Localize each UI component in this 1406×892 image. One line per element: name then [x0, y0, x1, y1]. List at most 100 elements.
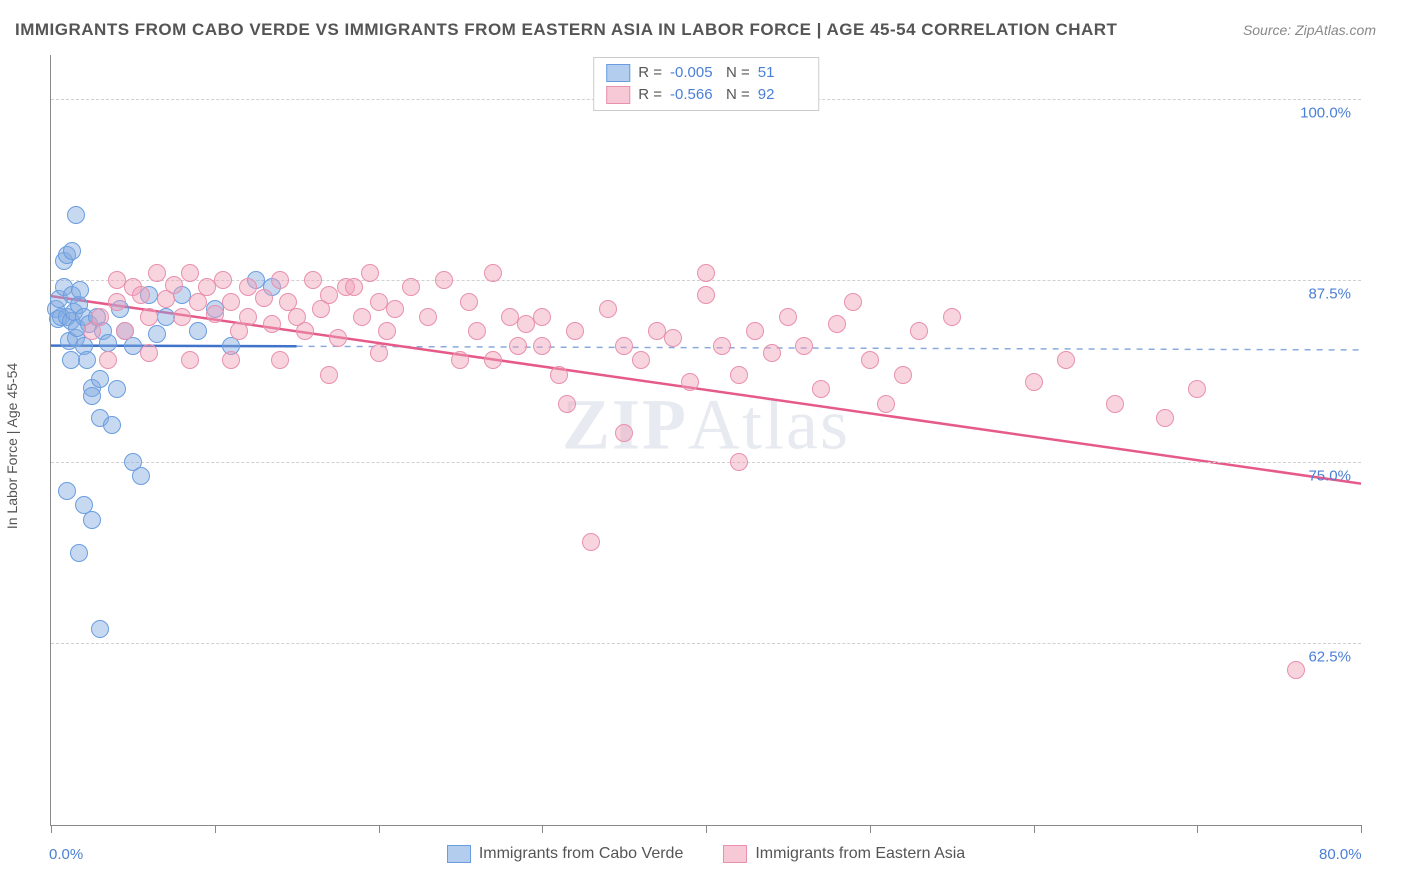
legend-n-label: N =	[726, 84, 750, 106]
scatter-point	[62, 351, 80, 369]
scatter-point	[255, 289, 273, 307]
legend-swatch	[606, 86, 630, 104]
scatter-point	[812, 380, 830, 398]
scatter-point	[165, 276, 183, 294]
scatter-point	[910, 322, 928, 340]
scatter-point	[664, 329, 682, 347]
scatter-point	[697, 264, 715, 282]
chart-title: IMMIGRANTS FROM CABO VERDE VS IMMIGRANTS…	[15, 20, 1117, 40]
scatter-point	[181, 264, 199, 282]
scatter-point	[99, 351, 117, 369]
legend-stats: R =-0.005N =51R =-0.566N =92	[593, 57, 819, 111]
x-tick	[379, 825, 380, 833]
scatter-point	[763, 344, 781, 362]
legend-series: Immigrants from Cabo Verde Immigrants fro…	[51, 845, 1361, 863]
scatter-point	[148, 325, 166, 343]
scatter-point	[648, 322, 666, 340]
plot-area: ZIPAtlas R =-0.005N =51R =-0.566N =92 Im…	[50, 55, 1361, 826]
x-tick-label: 0.0%	[49, 846, 83, 863]
scatter-point	[329, 329, 347, 347]
scatter-point	[861, 351, 879, 369]
x-tick	[51, 825, 52, 833]
scatter-point	[1057, 351, 1075, 369]
scatter-point	[402, 278, 420, 296]
scatter-point	[239, 308, 257, 326]
scatter-point	[599, 300, 617, 318]
scatter-point	[828, 315, 846, 333]
scatter-point	[468, 322, 486, 340]
legend-r-value: -0.005	[670, 62, 718, 84]
scatter-point	[533, 308, 551, 326]
scatter-point	[370, 344, 388, 362]
scatter-point	[435, 271, 453, 289]
scatter-point	[320, 366, 338, 384]
scatter-point	[91, 620, 109, 638]
legend-swatch	[606, 64, 630, 82]
scatter-point	[361, 264, 379, 282]
scatter-point	[533, 337, 551, 355]
scatter-point	[558, 395, 576, 413]
legend-r-value: -0.566	[670, 84, 718, 106]
scatter-point	[271, 271, 289, 289]
legend-swatch	[723, 845, 747, 863]
scatter-point	[132, 467, 150, 485]
scatter-point	[509, 337, 527, 355]
legend-stat-row: R =-0.566N =92	[606, 84, 806, 106]
scatter-point	[386, 300, 404, 318]
x-tick	[1361, 825, 1362, 833]
legend-series-item: Immigrants from Eastern Asia	[723, 845, 965, 863]
scatter-point	[296, 322, 314, 340]
scatter-point	[148, 264, 166, 282]
legend-n-value: 51	[758, 62, 806, 84]
scatter-point	[63, 242, 81, 260]
scatter-point	[99, 334, 117, 352]
scatter-point	[71, 281, 89, 299]
scatter-point	[378, 322, 396, 340]
scatter-point	[615, 337, 633, 355]
scatter-point	[83, 511, 101, 529]
scatter-point	[78, 351, 96, 369]
scatter-point	[353, 308, 371, 326]
scatter-point	[795, 337, 813, 355]
scatter-point	[615, 424, 633, 442]
scatter-point	[582, 533, 600, 551]
x-tick	[706, 825, 707, 833]
legend-stat-row: R =-0.005N =51	[606, 62, 806, 84]
scatter-point	[222, 293, 240, 311]
scatter-point	[844, 293, 862, 311]
y-tick-label: 87.5%	[1308, 286, 1351, 303]
scatter-point	[108, 293, 126, 311]
scatter-point	[746, 322, 764, 340]
scatter-point	[730, 366, 748, 384]
scatter-point	[263, 315, 281, 333]
scatter-point	[1106, 395, 1124, 413]
legend-r-label: R =	[638, 62, 662, 84]
scatter-point	[83, 387, 101, 405]
scatter-point	[1188, 380, 1206, 398]
scatter-point	[83, 322, 101, 340]
scatter-point	[181, 351, 199, 369]
scatter-point	[108, 380, 126, 398]
scatter-point	[173, 308, 191, 326]
scatter-point	[501, 308, 519, 326]
legend-series-name: Immigrants from Cabo Verde	[479, 845, 684, 863]
scatter-point	[370, 293, 388, 311]
scatter-point	[713, 337, 731, 355]
legend-swatch	[447, 845, 471, 863]
chart-container: IMMIGRANTS FROM CABO VERDE VS IMMIGRANTS…	[0, 0, 1406, 892]
scatter-point	[157, 308, 175, 326]
scatter-point	[67, 206, 85, 224]
scatter-point	[894, 366, 912, 384]
scatter-point	[550, 366, 568, 384]
scatter-point	[140, 344, 158, 362]
scatter-point	[116, 322, 134, 340]
scatter-point	[222, 351, 240, 369]
gridline-h	[51, 643, 1361, 644]
scatter-point	[779, 308, 797, 326]
scatter-point	[198, 278, 216, 296]
scatter-point	[108, 271, 126, 289]
scatter-point	[271, 351, 289, 369]
legend-series-item: Immigrants from Cabo Verde	[447, 845, 684, 863]
scatter-point	[189, 322, 207, 340]
scatter-point	[304, 271, 322, 289]
